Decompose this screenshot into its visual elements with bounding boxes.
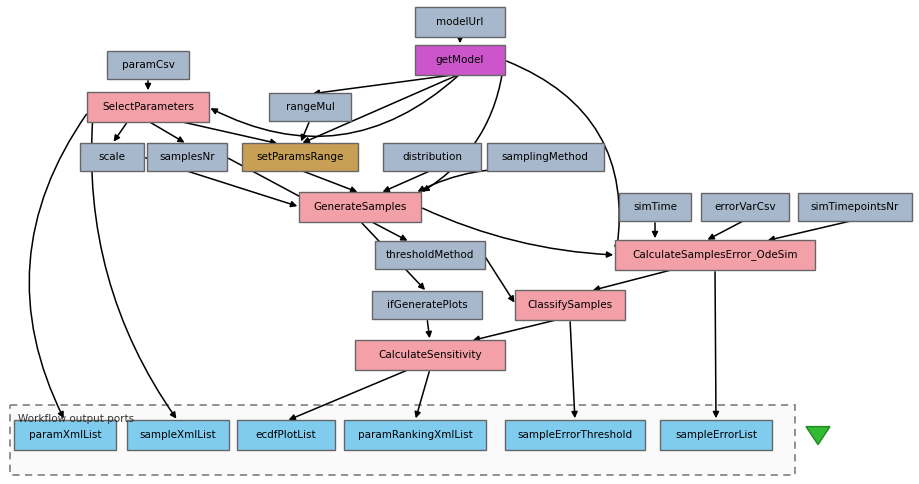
- FancyBboxPatch shape: [515, 290, 624, 320]
- Text: paramXmlList: paramXmlList: [28, 430, 101, 440]
- Bar: [10, 405, 794, 475]
- Text: thresholdMethod: thresholdMethod: [385, 250, 473, 260]
- FancyBboxPatch shape: [414, 45, 505, 75]
- Text: ecdfPlotList: ecdfPlotList: [255, 430, 316, 440]
- Text: samplesNr: samplesNr: [159, 152, 214, 162]
- Text: Workflow output ports: Workflow output ports: [18, 414, 134, 424]
- FancyBboxPatch shape: [371, 291, 482, 319]
- Text: samplingMethod: samplingMethod: [501, 152, 588, 162]
- Text: sampleXmlList: sampleXmlList: [140, 430, 216, 440]
- Text: simTime: simTime: [632, 202, 676, 212]
- FancyBboxPatch shape: [505, 420, 644, 450]
- Text: rangeMul: rangeMul: [285, 102, 335, 112]
- Text: CalculateSensitivity: CalculateSensitivity: [378, 350, 482, 360]
- Text: SelectParameters: SelectParameters: [102, 102, 194, 112]
- FancyBboxPatch shape: [797, 193, 911, 221]
- FancyBboxPatch shape: [486, 143, 603, 171]
- Text: sampleErrorList: sampleErrorList: [675, 430, 756, 440]
- Text: scale: scale: [98, 152, 125, 162]
- Text: simTimepointsNr: simTimepointsNr: [810, 202, 898, 212]
- FancyBboxPatch shape: [87, 92, 209, 122]
- Text: distribution: distribution: [402, 152, 461, 162]
- Text: paramRankingXmlList: paramRankingXmlList: [357, 430, 471, 440]
- Text: ifGeneratePlots: ifGeneratePlots: [386, 300, 467, 310]
- FancyBboxPatch shape: [237, 420, 335, 450]
- FancyBboxPatch shape: [127, 420, 229, 450]
- FancyBboxPatch shape: [614, 240, 814, 270]
- FancyBboxPatch shape: [14, 420, 116, 450]
- FancyBboxPatch shape: [375, 241, 484, 269]
- FancyBboxPatch shape: [344, 420, 485, 450]
- FancyBboxPatch shape: [80, 143, 144, 171]
- FancyBboxPatch shape: [414, 7, 505, 37]
- Text: getModel: getModel: [436, 55, 483, 65]
- FancyBboxPatch shape: [299, 192, 421, 222]
- FancyBboxPatch shape: [659, 420, 771, 450]
- Polygon shape: [805, 426, 829, 445]
- Text: CalculateSamplesError_OdeSim: CalculateSamplesError_OdeSim: [631, 250, 797, 260]
- FancyBboxPatch shape: [107, 51, 188, 79]
- Text: errorVarCsv: errorVarCsv: [713, 202, 775, 212]
- FancyBboxPatch shape: [242, 143, 357, 171]
- Text: setParamsRange: setParamsRange: [256, 152, 344, 162]
- FancyBboxPatch shape: [700, 193, 789, 221]
- FancyBboxPatch shape: [147, 143, 227, 171]
- FancyBboxPatch shape: [382, 143, 481, 171]
- FancyBboxPatch shape: [618, 193, 690, 221]
- FancyBboxPatch shape: [268, 93, 351, 121]
- FancyBboxPatch shape: [355, 340, 505, 370]
- Text: GenerateSamples: GenerateSamples: [313, 202, 406, 212]
- Text: ClassifySamples: ClassifySamples: [527, 300, 612, 310]
- Text: sampleErrorThreshold: sampleErrorThreshold: [516, 430, 632, 440]
- Text: paramCsv: paramCsv: [121, 60, 175, 70]
- Text: modelUrl: modelUrl: [436, 17, 483, 27]
